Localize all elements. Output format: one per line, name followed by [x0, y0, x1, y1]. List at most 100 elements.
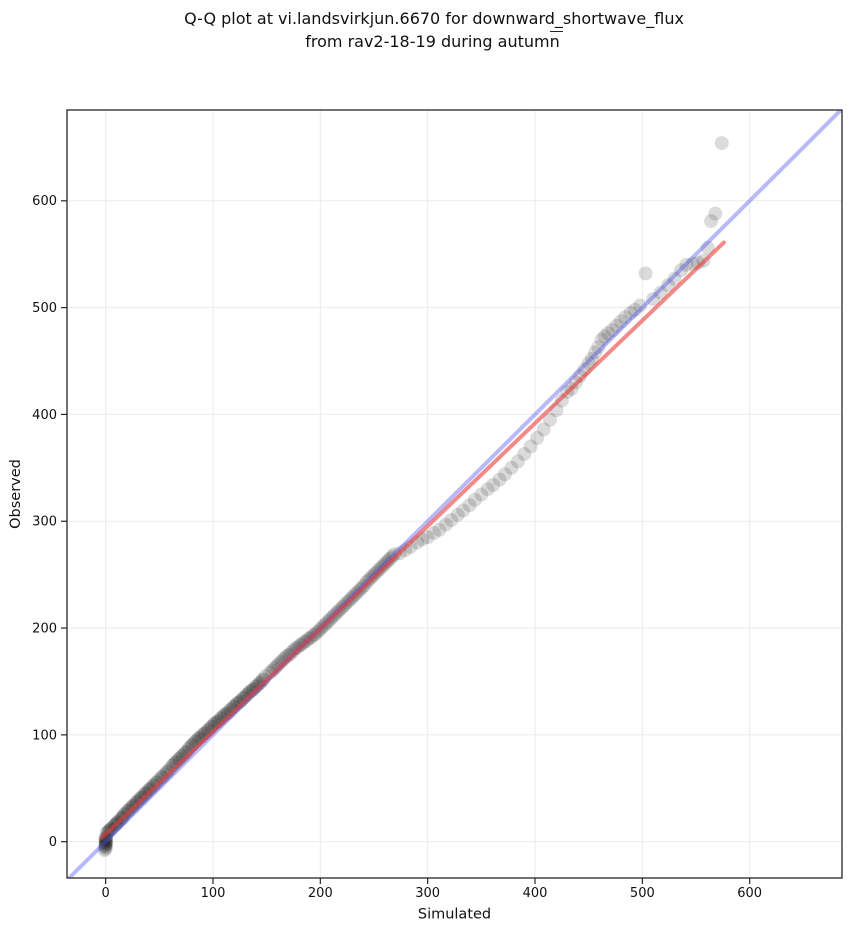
- scatter-point: [253, 675, 268, 690]
- scatter-point: [149, 775, 164, 790]
- scatter-point: [667, 271, 682, 286]
- x-tick-label-100: 100: [201, 886, 226, 901]
- scatter-point: [163, 762, 178, 777]
- scatter-point: [98, 838, 113, 853]
- scatter-point: [661, 278, 676, 293]
- scatter-point: [673, 263, 688, 278]
- scatter-point: [99, 830, 114, 845]
- scatter-point: [714, 136, 729, 151]
- scatter-point: [420, 530, 435, 545]
- scatter-point: [154, 770, 169, 785]
- scatter-point: [543, 412, 558, 427]
- scatter-point: [523, 439, 538, 454]
- scatter-point: [444, 513, 459, 528]
- x-tick-label-600: 600: [737, 886, 762, 901]
- scatter-point: [497, 467, 512, 482]
- x-tick-label-500: 500: [630, 886, 655, 901]
- scatter-point: [98, 837, 113, 852]
- scatter-point: [380, 553, 395, 568]
- fit-line: [100, 240, 726, 840]
- scatter-point: [290, 640, 305, 655]
- x-tick-label-300: 300: [415, 886, 440, 901]
- scatter-point: [255, 673, 270, 688]
- scatter-point: [284, 645, 299, 660]
- chart-title-line1: Q-Q plot at vi.landsvirkjun.6670 for dow…: [184, 9, 684, 28]
- scatter-point: [623, 305, 638, 320]
- y-tick-label-0: 0: [49, 835, 57, 850]
- scatter-point: [480, 482, 495, 497]
- scatter-point: [646, 292, 661, 307]
- scatter-point: [600, 326, 615, 341]
- scatter-point: [145, 779, 160, 794]
- scatter-point: [99, 836, 114, 851]
- scatter-point: [609, 318, 624, 333]
- scatter-point: [248, 679, 263, 694]
- scatter-point: [252, 676, 267, 691]
- plot-border: [66, 109, 843, 879]
- scatter-point: [159, 765, 174, 780]
- scatter-point: [432, 522, 447, 537]
- scatter-point: [708, 206, 723, 221]
- scatter-point: [456, 503, 471, 518]
- scatter-point: [246, 681, 261, 696]
- y-tick-label-100: 100: [32, 728, 57, 743]
- x-tick-label-400: 400: [523, 886, 548, 901]
- scatter-point: [627, 302, 642, 317]
- scatter-point: [98, 840, 113, 855]
- scatter-point: [618, 310, 633, 325]
- scatter-point: [438, 517, 453, 532]
- scatter-point: [591, 340, 606, 355]
- scatter-point: [256, 672, 271, 687]
- scatter-point: [282, 647, 297, 662]
- scatter-point: [605, 323, 620, 338]
- scatter-point: [427, 525, 442, 540]
- scatter-point: [700, 240, 715, 255]
- scatter-point: [374, 560, 389, 575]
- scatter-point: [588, 345, 603, 360]
- scatter-point: [584, 351, 599, 366]
- scatter-point: [249, 678, 264, 693]
- scatter-point: [704, 214, 719, 229]
- scatter-point: [376, 558, 391, 573]
- x-tick-label-200: 200: [308, 886, 333, 901]
- scatter-point: [286, 643, 301, 658]
- scatter-point: [150, 774, 165, 789]
- scatter-point: [160, 764, 175, 779]
- scatter-point: [594, 332, 609, 347]
- overlined-text: n: [549, 31, 563, 51]
- scatter-point: [597, 329, 612, 344]
- scatter-point: [378, 555, 393, 570]
- scatter-point: [387, 547, 402, 562]
- scatter-point: [467, 492, 482, 507]
- scatter-point: [292, 638, 307, 653]
- chart-title-line2: from rav2-18-19 during autumn: [0, 30, 851, 53]
- y-tick-label-300: 300: [32, 515, 57, 530]
- scatter-point: [613, 314, 628, 329]
- chart-title-line2-text: from rav2-18-19 during autum: [305, 32, 550, 51]
- scatter-point: [510, 454, 525, 469]
- y-tick-label-400: 400: [32, 408, 57, 423]
- scatter-point: [517, 446, 532, 461]
- scatter-point: [504, 460, 519, 475]
- scatter-point: [157, 767, 172, 782]
- scatter-point: [155, 769, 170, 784]
- x-axis-label: Simulated: [418, 907, 491, 923]
- scatter-point: [97, 843, 112, 858]
- y-tick-label-200: 200: [32, 621, 57, 636]
- scatter-point: [474, 487, 489, 502]
- x-tick-label-0: 0: [102, 886, 110, 901]
- scatter-point: [536, 422, 551, 437]
- scatter-point: [492, 472, 507, 487]
- scatter-point: [372, 562, 387, 577]
- scatter-point: [653, 285, 668, 300]
- y-tick-label-500: 500: [32, 301, 57, 316]
- scatter-point: [530, 430, 545, 445]
- scatter-point: [633, 298, 648, 313]
- identity-line: [67, 110, 842, 878]
- scatter-point: [638, 266, 653, 281]
- scatter-point: [450, 507, 465, 522]
- scatter-point: [152, 772, 167, 787]
- scatter-point: [146, 778, 161, 793]
- scatter-point: [486, 477, 501, 492]
